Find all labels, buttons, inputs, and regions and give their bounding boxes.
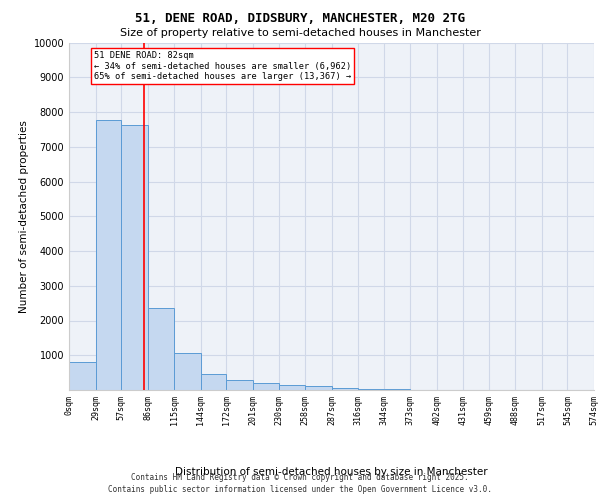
Text: Size of property relative to semi-detached houses in Manchester: Size of property relative to semi-detach…	[119, 28, 481, 38]
Y-axis label: Number of semi-detached properties: Number of semi-detached properties	[19, 120, 29, 312]
Bar	[95, 120, 121, 390]
Bar	[305, 386, 331, 390]
Bar	[174, 353, 201, 390]
Text: Contains HM Land Registry data © Crown copyright and database right 2025.
Contai: Contains HM Land Registry data © Crown c…	[108, 472, 492, 494]
Bar	[148, 308, 174, 390]
Bar	[201, 374, 226, 390]
Bar	[226, 380, 253, 390]
Bar	[358, 389, 383, 390]
Bar	[280, 386, 305, 390]
Text: 51 DENE ROAD: 82sqm
← 34% of semi-detached houses are smaller (6,962)
65% of sem: 51 DENE ROAD: 82sqm ← 34% of semi-detach…	[94, 51, 351, 81]
Bar	[331, 388, 358, 390]
Bar	[69, 362, 95, 390]
Text: 51, DENE ROAD, DIDSBURY, MANCHESTER, M20 2TG: 51, DENE ROAD, DIDSBURY, MANCHESTER, M20…	[135, 12, 465, 26]
X-axis label: Distribution of semi-detached houses by size in Manchester: Distribution of semi-detached houses by …	[175, 466, 488, 476]
Bar	[253, 384, 280, 390]
Bar	[121, 125, 148, 390]
